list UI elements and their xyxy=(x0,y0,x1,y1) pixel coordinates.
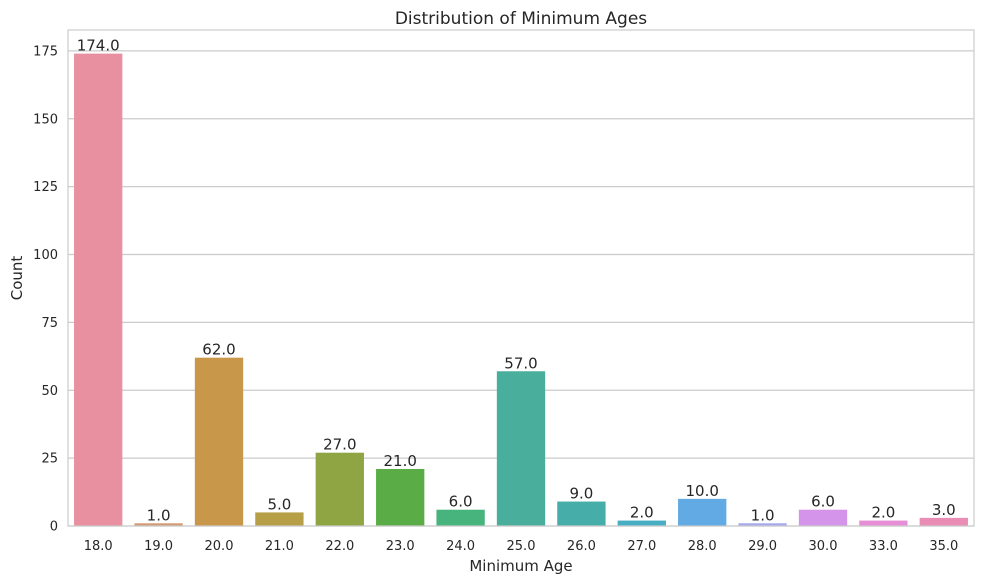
bar-value-label: 1.0 xyxy=(147,506,171,524)
x-tick-label: 30.0 xyxy=(809,539,838,554)
bar-value-label: 174.0 xyxy=(77,37,120,55)
chart-title: Distribution of Minimum Ages xyxy=(395,9,647,29)
x-tick-label: 22.0 xyxy=(325,539,354,554)
x-tick-label: 35.0 xyxy=(929,539,958,554)
bar-value-label: 2.0 xyxy=(630,504,654,522)
x-tick-label: 25.0 xyxy=(507,539,536,554)
bar-value-label: 5.0 xyxy=(267,495,291,513)
bar xyxy=(678,498,727,526)
bar xyxy=(617,520,666,526)
bar-value-label: 6.0 xyxy=(449,493,473,511)
bar xyxy=(134,523,183,526)
bar xyxy=(798,509,848,526)
y-tick-label: 25 xyxy=(41,452,58,467)
bar xyxy=(919,517,968,526)
bar-value-label: 21.0 xyxy=(383,452,416,470)
x-tick-label: 26.0 xyxy=(567,539,596,554)
bar xyxy=(738,523,787,526)
x-tick-label: 19.0 xyxy=(144,539,173,554)
x-tick-label: 21.0 xyxy=(265,539,294,554)
plot-frame xyxy=(67,29,975,527)
x-tick-label: 20.0 xyxy=(205,539,234,554)
y-axis-title: Count xyxy=(8,256,26,301)
bar-value-label: 3.0 xyxy=(932,501,956,519)
bars xyxy=(74,53,968,526)
x-tick-label: 18.0 xyxy=(84,539,113,554)
x-tick-label: 27.0 xyxy=(627,539,656,554)
bar-value-label: 2.0 xyxy=(871,504,895,522)
bar xyxy=(436,509,485,526)
bar-value-label: 1.0 xyxy=(751,506,775,524)
y-tick-label: 125 xyxy=(33,180,58,195)
y-tick-label: 100 xyxy=(33,248,58,263)
x-tick-label: 23.0 xyxy=(386,539,415,554)
bar xyxy=(194,357,244,526)
bar-value-labels: 174.0 1.0 62.0 5.0 27.0 21.0 6.0 57.0 9.0 2.0 10.0… xyxy=(77,37,956,525)
bar-value-label: 62.0 xyxy=(202,341,235,359)
bar xyxy=(74,53,123,526)
bar xyxy=(859,520,908,526)
y-tick-label: 50 xyxy=(41,384,58,399)
bar-value-label: 10.0 xyxy=(685,482,718,500)
y-tick-labels: 0 25 50 75 100 125 150 175 xyxy=(33,44,58,534)
y-tick-label: 75 xyxy=(41,316,58,331)
bar xyxy=(376,468,425,526)
bar xyxy=(496,371,546,526)
x-tick-label: 24.0 xyxy=(446,539,475,554)
y-tick-label: 175 xyxy=(33,44,58,59)
x-tick-label: 33.0 xyxy=(869,539,898,554)
x-tick-label: 29.0 xyxy=(748,539,777,554)
x-tick-label: 28.0 xyxy=(688,539,717,554)
bar xyxy=(315,452,364,526)
bar xyxy=(255,512,304,526)
y-tick-label: 0 xyxy=(50,520,58,535)
x-axis-title: Minimum Age xyxy=(469,557,572,575)
bar xyxy=(557,501,606,526)
y-tick-label: 150 xyxy=(33,112,58,127)
bar-value-label: 9.0 xyxy=(569,485,593,503)
bar-value-label: 27.0 xyxy=(323,436,356,454)
bar-value-label: 6.0 xyxy=(811,493,835,511)
x-tick-labels: 18.0 19.0 20.0 21.0 22.0 23.0 24.0 25.0 26.0 27.0… xyxy=(84,539,959,554)
bar-value-label: 57.0 xyxy=(504,354,537,372)
